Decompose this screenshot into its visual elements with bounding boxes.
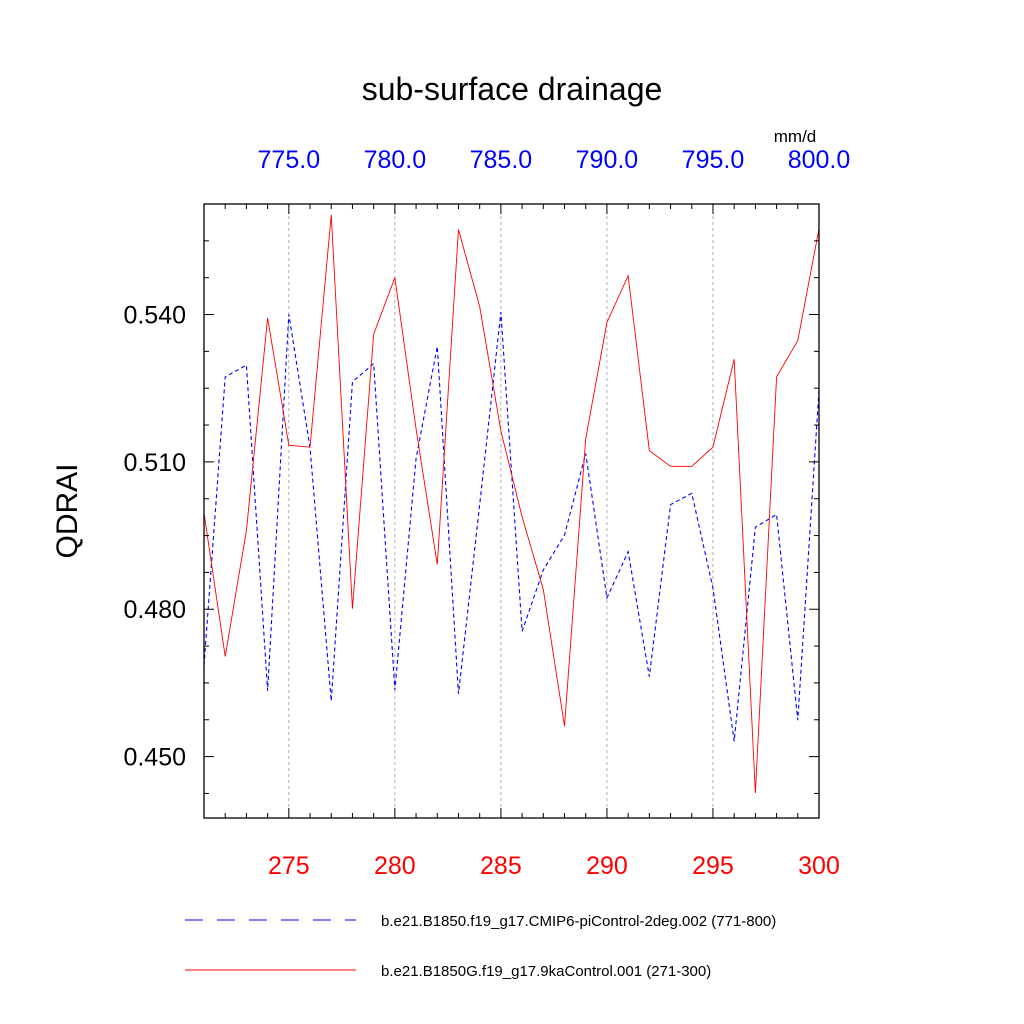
bottom-tick-label: 290 [586,852,628,880]
bottom-tick-label: 280 [374,852,416,880]
top-tick-label: 790.0 [576,146,639,174]
legend-label: b.e21.B1850.f19_g17.CMIP6-piControl-2deg… [381,913,776,930]
y-axis-label: QDRAI [51,463,84,558]
bottom-tick-label: 275 [268,852,310,880]
top-tick-label: 785.0 [470,146,533,174]
axes: 0.450 0.480 0.510 0.540 275 280 285 290 295 300 77… [123,146,850,880]
y-tick-label: 0.450 [123,744,186,772]
bottom-tick-label: 285 [480,852,522,880]
blue-series-line [203,311,820,742]
plot-frame [203,203,820,819]
bottom-tick-label: 300 [798,852,840,880]
legend: b.e21.B1850.f19_g17.CMIP6-piControl-2deg… [185,913,776,980]
bottom-tick-label: 295 [692,852,734,880]
y-tick-label: 0.540 [123,302,186,330]
top-tick-label: 775.0 [258,146,321,174]
units-label: mm/d [774,127,817,146]
y-tick-label: 0.510 [123,449,186,477]
y-tick-label: 0.480 [123,596,186,624]
top-tick-label: 780.0 [364,146,427,174]
red-series-line [203,214,820,793]
top-tick-label: 795.0 [682,146,745,174]
legend-label: b.e21.B1850G.f19_g17.9kaControl.001 (271… [381,963,711,980]
chart-title: sub-surface drainage [362,71,663,107]
series-layer [203,214,820,793]
gridlines [288,204,714,818]
top-tick-label: 800.0 [788,146,851,174]
